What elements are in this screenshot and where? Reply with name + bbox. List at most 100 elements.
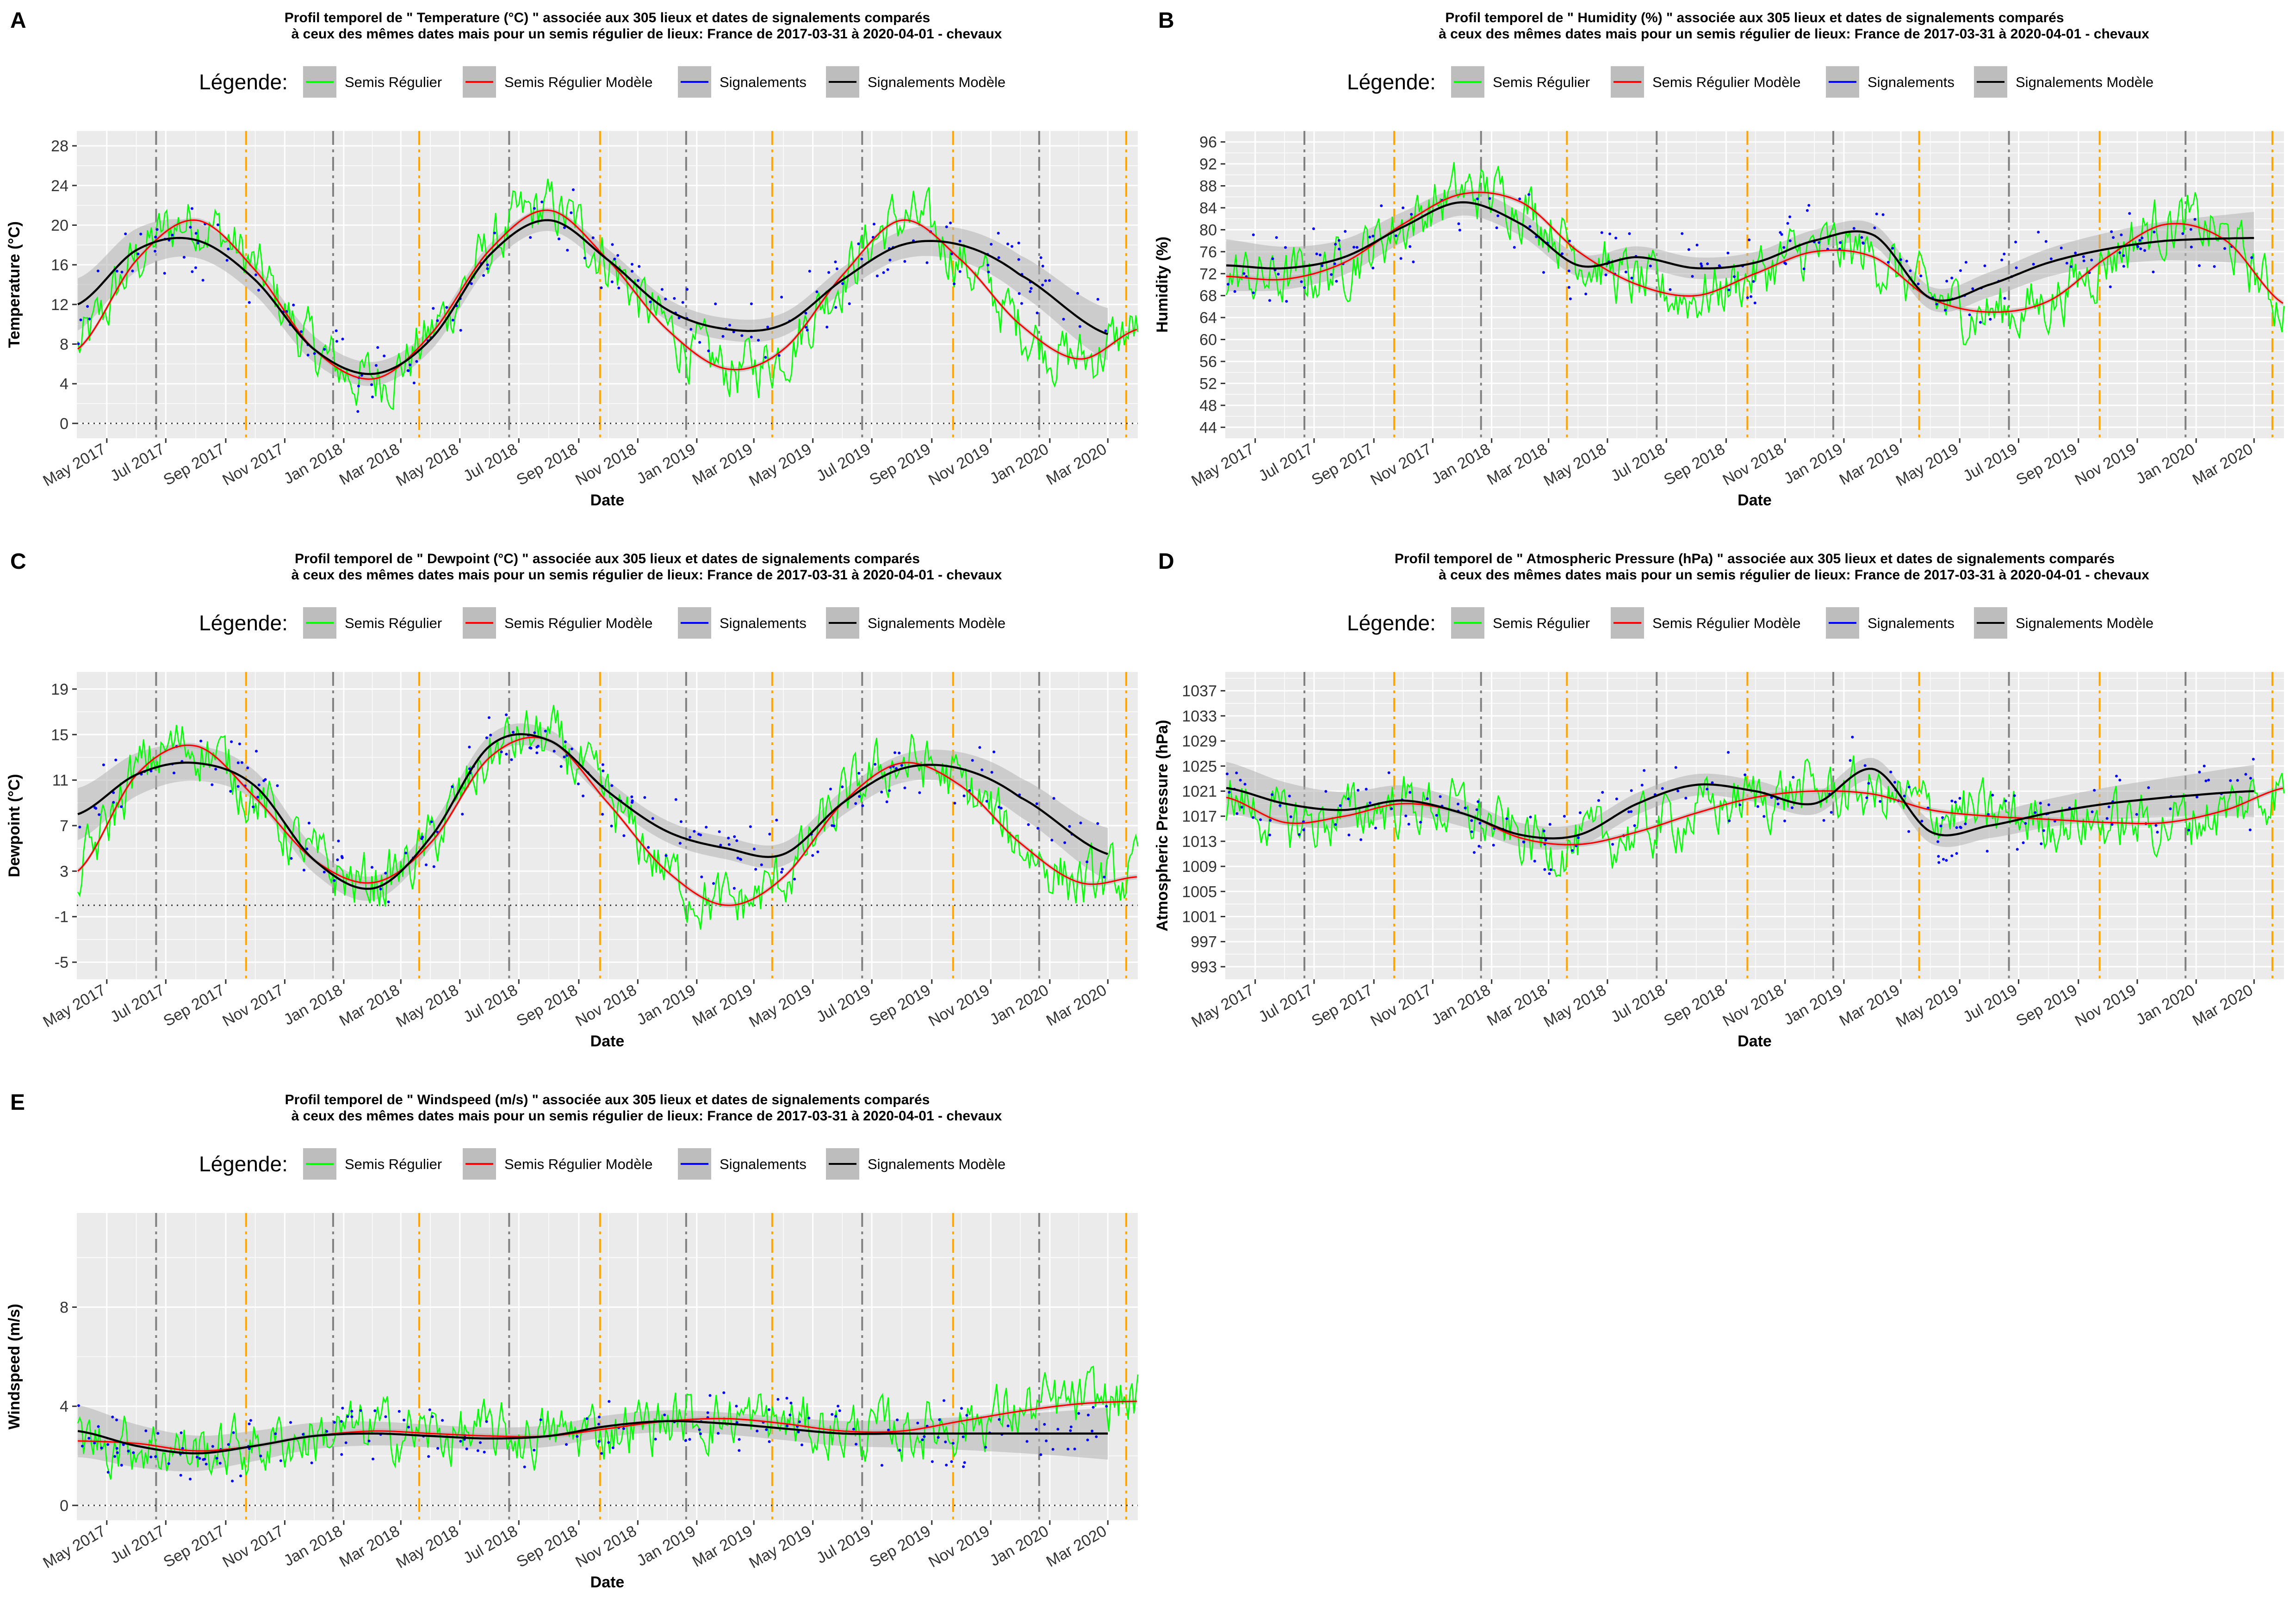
signalement-point: [1387, 771, 1390, 774]
signalement-point: [305, 847, 309, 851]
signalement-point: [841, 282, 844, 285]
signalement-point: [1964, 822, 1967, 826]
legend-label: Semis Régulier Modèle: [1652, 74, 1800, 90]
signalement-point: [780, 296, 783, 298]
signalement-point: [2203, 765, 2206, 768]
signalement-point: [1477, 800, 1480, 803]
panel-letter: B: [1158, 8, 1174, 33]
signalement-point: [535, 751, 539, 754]
signalement-point: [921, 1438, 924, 1442]
signalement-point: [1347, 797, 1350, 801]
signalement-point: [577, 782, 580, 785]
signalement-point: [372, 1457, 375, 1461]
y-tick-label: 19: [51, 681, 68, 698]
signalement-point: [239, 1474, 242, 1478]
signalement-point: [965, 1414, 968, 1417]
signalement-point: [1017, 242, 1020, 245]
signalement-point: [1330, 273, 1333, 276]
signalement-point: [984, 1446, 987, 1449]
signalement-point: [1319, 253, 1322, 256]
signalement-point: [2105, 817, 2109, 820]
signalement-point: [257, 289, 260, 292]
signalement-point: [225, 259, 229, 262]
y-tick-label: 24: [51, 177, 68, 195]
signalement-point: [1597, 799, 1600, 802]
signalement-point: [815, 290, 819, 293]
signalement-point: [131, 269, 134, 273]
signalement-point: [412, 381, 416, 385]
panels: A Profil temporel de " Temperature (°C) "…: [6, 8, 2285, 1591]
signalement-point: [760, 863, 763, 866]
signalement-point: [1733, 275, 1736, 278]
signalement-point: [1300, 280, 1303, 283]
signalement-point: [227, 248, 230, 250]
signalement-point: [698, 1428, 701, 1431]
signalement-point: [1439, 795, 1442, 798]
signalement-point: [1738, 803, 1742, 807]
signalement-point: [571, 188, 575, 191]
signalement-point: [1235, 771, 1238, 775]
y-tick-label: 1001: [1182, 908, 1217, 926]
signalement-point: [384, 871, 387, 875]
signalement-point: [241, 761, 243, 764]
signalement-point: [1011, 245, 1013, 248]
signalement-point: [611, 1446, 614, 1449]
signalement-point: [1288, 795, 1291, 798]
series-semis-regulier: [77, 1365, 1139, 1480]
signalement-point: [1945, 280, 1948, 283]
panel-C: C Profil temporel de " Dewpoint (°C) " as…: [6, 549, 1139, 1050]
y-tick-label: 993: [1191, 958, 1217, 976]
signalement-point: [1096, 298, 1099, 301]
signalement-point: [428, 1408, 431, 1412]
signalement-point: [196, 242, 199, 245]
series-signalements-modele: [77, 219, 1108, 375]
signalement-point: [336, 858, 339, 861]
signalement-point: [1939, 824, 1942, 827]
y-axis-title: Temperature (°C): [6, 221, 23, 348]
signalement-point: [684, 1439, 687, 1442]
signalement-point: [1917, 282, 1920, 286]
signalement-point: [397, 1410, 401, 1413]
x-axis-title: Date: [590, 491, 625, 509]
signalement-point: [1875, 212, 1878, 216]
signalement-point: [647, 846, 650, 849]
signalement-point: [1830, 811, 1833, 814]
signalement-point: [337, 839, 340, 843]
signalement-point: [137, 252, 140, 255]
plot-background: [77, 1213, 1138, 1520]
signalement-point: [1881, 213, 1885, 216]
signalement-point: [500, 750, 503, 753]
series-semis-regulier-modele: [1226, 192, 2284, 313]
signalement-point: [1464, 806, 1467, 809]
signalement-point: [96, 269, 99, 273]
legend-label: Semis Régulier: [1493, 74, 1590, 90]
signalement-point: [631, 801, 634, 804]
signalement-point: [882, 271, 885, 274]
signalement-point: [2091, 810, 2094, 814]
signalement-point: [139, 232, 143, 236]
signalement-point: [1726, 251, 1730, 255]
signalement-point: [739, 858, 743, 861]
signalement-point: [120, 1464, 123, 1467]
signalement-point: [860, 257, 863, 261]
signalement-point: [254, 273, 257, 276]
signalement-point: [1278, 804, 1282, 807]
y-axis: -5 -1 3 7 11 15 19: [51, 681, 77, 971]
signalement-point: [732, 330, 735, 334]
signalement-point: [622, 834, 626, 837]
signalement-point: [1971, 287, 1974, 290]
signalement-point: [2039, 802, 2042, 805]
signalement-point: [600, 286, 603, 289]
signalement-point: [211, 783, 214, 786]
signalement-point: [523, 1465, 526, 1468]
signalement-point: [1412, 260, 1415, 263]
chart-title: Profil temporel de " Temperature (°C) " …: [285, 10, 930, 25]
legend-label: Semis Régulier: [1493, 615, 1590, 631]
y-tick-label: 4: [60, 375, 68, 393]
signalement-point: [486, 263, 489, 267]
signalement-point: [1036, 827, 1040, 830]
signalement-point: [1791, 806, 1794, 809]
signalement-point: [1477, 845, 1481, 848]
signalement-point: [1252, 816, 1255, 819]
signalement-point: [1542, 829, 1545, 833]
